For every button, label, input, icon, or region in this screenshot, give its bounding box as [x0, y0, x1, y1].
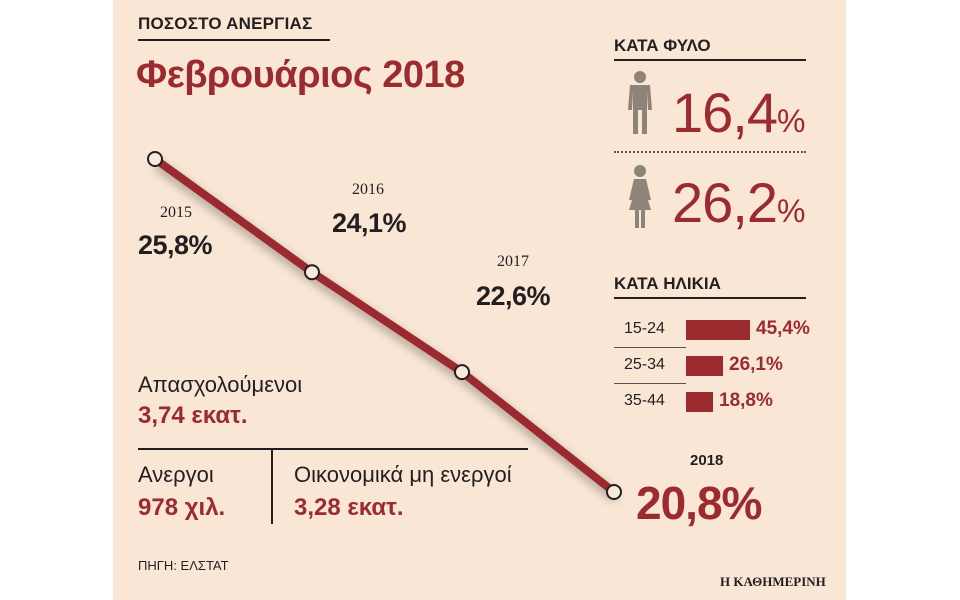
data-point-2015 [147, 151, 163, 167]
female-percentage: 26,2% [672, 170, 805, 235]
value-label-2015: 25,8% [138, 230, 213, 260]
age-title: ΚΑΤΑ ΗΛΙΚΙΑ [614, 274, 721, 293]
age-row-separator [614, 347, 686, 348]
unemployed-value: 978 χιλ. [138, 494, 226, 521]
year-label-2016: 2016 [352, 181, 384, 198]
source-note: ΠΗΓΗ: ΕΛΣΤΑΤ [138, 558, 229, 573]
data-point-2017 [454, 364, 470, 381]
age-bar-35-44 [686, 392, 713, 412]
kicker: ΠΟΣΟΣΤΟ ΑΝΕΡΓΙΑΣ [138, 14, 313, 33]
inactive-label: Οικονομικά μη ενεργοί [294, 462, 512, 487]
gender-title: ΚΑΤΑ ΦΥΛΟ [614, 36, 711, 55]
gender-title-underline [614, 59, 806, 61]
woman-icon [629, 165, 651, 228]
age-bar-25-34 [686, 356, 723, 376]
age-label-15-24: 15-24 [624, 320, 665, 337]
kicker-underline [138, 39, 330, 41]
inactive-value: 3,28 εκατ. [294, 494, 404, 521]
male-unit: % [777, 103, 805, 139]
data-point-2016 [304, 264, 320, 281]
year-label-2017: 2017 [497, 253, 529, 270]
unemployed-label: Ανεργοι [138, 462, 214, 487]
age-row-separator [614, 383, 686, 384]
value-label-2016: 24,1% [332, 208, 407, 238]
stats-vertical-divider [271, 450, 273, 524]
value-label-2017: 22,6% [476, 281, 551, 311]
data-point-2018 [606, 484, 622, 500]
year-label-2018: 2018 [690, 452, 724, 469]
female-value: 26,2 [672, 171, 778, 234]
man-icon [628, 71, 652, 134]
value-label-2018: 20,8% [636, 477, 762, 529]
age-value-35-44: 18,8% [719, 390, 773, 411]
year-label-2015: 2015 [160, 204, 192, 221]
employed-label: Απασχολούμενοι [138, 372, 303, 397]
infographic-panel [113, 0, 846, 600]
male-percentage: 16,4% [672, 80, 805, 145]
age-label-25-34: 25-34 [624, 356, 665, 373]
age-value-25-34: 26,1% [729, 354, 783, 375]
male-value: 16,4 [672, 81, 778, 144]
publisher-brand: Η ΚΑΘΗΜΕΡΙΝΗ [720, 574, 826, 589]
age-label-35-44: 35-44 [624, 392, 665, 409]
stats-divider [138, 448, 528, 450]
gender-dotted-separator [614, 151, 806, 153]
series-line [152, 155, 617, 496]
age-value-15-24: 45,4% [756, 318, 810, 339]
headline: Φεβρουάριος 2018 [136, 54, 465, 96]
age-bar-15-24 [686, 320, 750, 340]
female-unit: % [777, 193, 805, 229]
age-title-underline [614, 297, 806, 299]
employed-value: 3,74 εκατ. [138, 402, 248, 429]
